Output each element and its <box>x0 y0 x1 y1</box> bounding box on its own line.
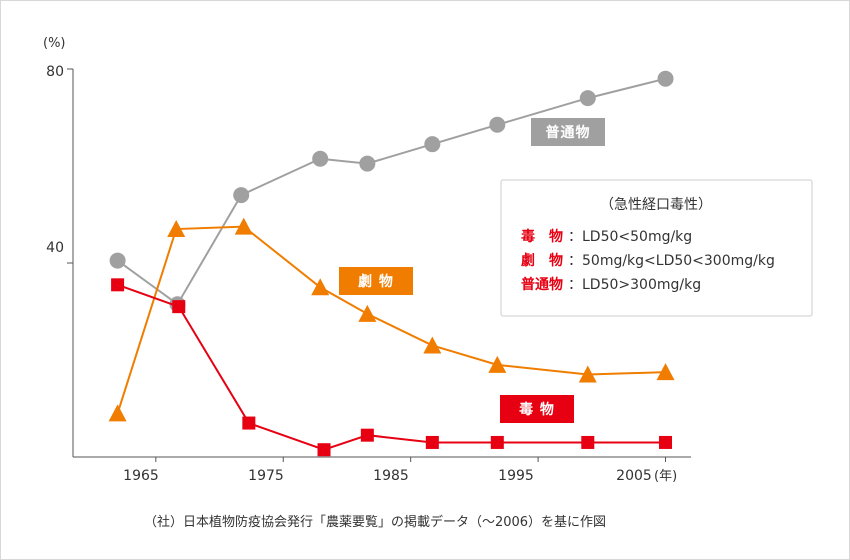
series-tag-geki: 劇 物 <box>339 267 413 295</box>
series-doku-point-4 <box>360 428 374 442</box>
series-geki-point-6 <box>488 355 507 373</box>
series-geki-point-8 <box>656 363 675 381</box>
toxicity-legend-box: （急性経口毒性） 毒 物 ：LD50<50mg/kg 劇 物 ：50mg/kg<… <box>500 179 813 317</box>
series-futsuu-point-2 <box>233 187 250 204</box>
series-doku-point-1 <box>172 300 186 314</box>
series-doku-point-5 <box>425 435 439 449</box>
series-tag-geki-label: 劇 物 <box>358 273 394 290</box>
x-tick-marks <box>155 457 667 462</box>
series-futsuu-point-8 <box>657 70 674 87</box>
x-tick-label-2005: 2005 <box>616 468 652 484</box>
x-tick-label-1995: 1995 <box>498 468 534 484</box>
series-futsuu-point-4 <box>359 155 376 172</box>
legend-value-doku: ：LD50<50mg/kg <box>568 229 692 245</box>
series-doku-point-8 <box>659 435 673 449</box>
series-tag-doku: 毒 物 <box>500 395 574 423</box>
legend-key-geki: 劇 物 <box>521 252 563 269</box>
series-geki-point-7 <box>578 365 597 383</box>
series-layer <box>108 70 675 457</box>
series-futsuu-point-7 <box>579 90 596 107</box>
legend-box-border <box>500 179 813 317</box>
series-futsuu-point-0 <box>109 252 126 269</box>
series-doku-point-3 <box>317 443 331 457</box>
series-geki-point-5 <box>423 336 442 354</box>
series-tag-doku-bg <box>500 395 574 423</box>
series-doku <box>111 278 673 457</box>
x-tick-label-1985: 1985 <box>373 468 409 484</box>
y-unit-label: (%) <box>43 36 66 51</box>
legend-key-futsuu: 普通物 <box>521 276 563 293</box>
series-futsuu-point-5 <box>424 136 441 153</box>
series-geki <box>108 217 675 422</box>
series-futsuu-point-3 <box>312 150 329 167</box>
legend-value-geki: ：50mg/kg<LD50<300mg/kg <box>568 253 775 269</box>
series-doku-point-7 <box>581 435 595 449</box>
series-tag-futsuu: 普通物 <box>531 118 605 146</box>
series-tag-geki-bg <box>339 267 413 295</box>
series-doku-point-0 <box>111 278 125 292</box>
x-tick-label-1975: 1975 <box>248 468 284 484</box>
legend-value-futsuu: ：LD50>300mg/kg <box>568 277 701 293</box>
series-geki-point-4 <box>358 304 377 322</box>
x-unit-label: (年) <box>654 469 677 484</box>
series-futsuu-point-6 <box>489 116 506 133</box>
series-tag-futsuu-label: 普通物 <box>546 124 591 141</box>
series-geki-point-0 <box>108 404 127 422</box>
series-doku-point-6 <box>490 435 504 449</box>
series-geki-point-1 <box>167 220 186 238</box>
y-tick-marks <box>67 68 73 264</box>
series-tag-futsuu-bg <box>531 118 605 146</box>
series-doku-point-2 <box>242 416 256 430</box>
series-geki-point-2 <box>234 217 253 235</box>
legend-key-doku: 毒 物 <box>521 228 563 245</box>
x-tick-label-1965: 1965 <box>123 468 159 484</box>
source-caption: （社）日本植物防疫協会発行「農薬要覧」の掲載データ（〜2006）を基に作図 <box>144 514 606 530</box>
y-tick-label-80: 80 <box>46 64 64 80</box>
series-geki-point-3 <box>311 278 330 296</box>
legend-title: （急性経口毒性） <box>600 197 712 213</box>
series-tag-doku-label: 毒 物 <box>519 401 555 418</box>
y-tick-label-40: 40 <box>46 240 64 256</box>
